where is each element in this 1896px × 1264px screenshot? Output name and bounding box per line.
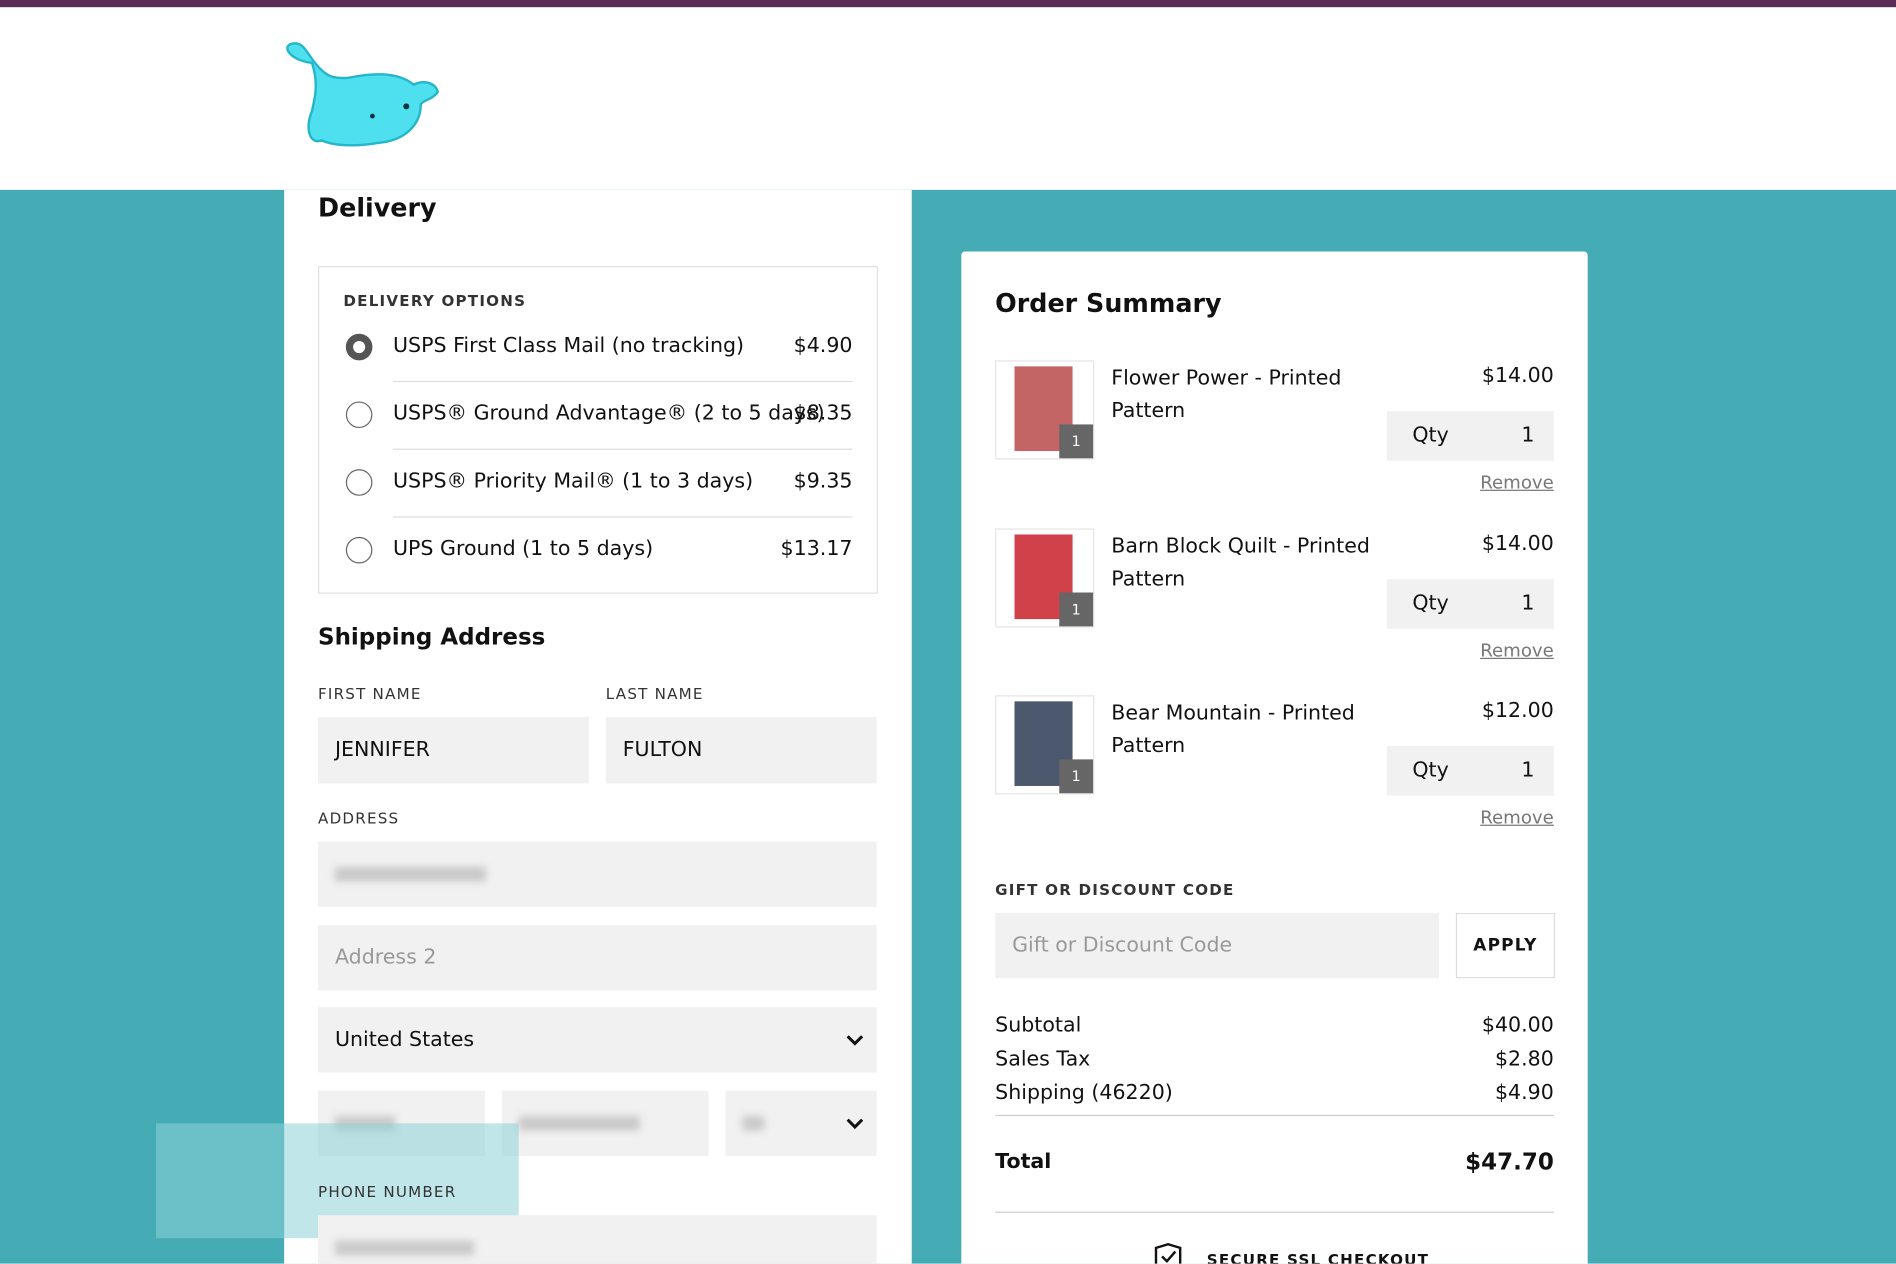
qty-value: 1 xyxy=(1521,423,1535,448)
divider xyxy=(392,448,853,450)
qty-badge: 1 xyxy=(1059,591,1094,626)
radio[interactable] xyxy=(345,333,373,361)
logo[interactable] xyxy=(278,36,447,157)
field-label: ADDRESS xyxy=(318,808,400,828)
options-box xyxy=(318,266,878,594)
item-name: Flower Power - Printed Pattern xyxy=(1111,366,1342,424)
blurred-text xyxy=(518,1116,640,1131)
blurred-text xyxy=(334,866,487,882)
divider xyxy=(392,380,853,383)
qty-box[interactable] xyxy=(1386,411,1554,461)
input-value: FULTON xyxy=(622,737,703,762)
divider xyxy=(995,1211,1554,1213)
city-input[interactable] xyxy=(501,1090,709,1156)
total-label: Total xyxy=(995,1149,1052,1175)
chevron xyxy=(846,1118,864,1130)
qty-value: 1 xyxy=(1521,758,1535,783)
apply-button[interactable]: APPLY xyxy=(1455,912,1556,979)
option-label: USPS® Priority Mail® (1 to 3 days) xyxy=(392,469,754,494)
qty-label: Qty xyxy=(1412,758,1449,783)
row-value: $40.00 xyxy=(1481,1013,1554,1038)
options-label: DELIVERY OPTIONS xyxy=(343,291,527,310)
address2-input[interactable]: Address 2 xyxy=(318,925,877,991)
row-label: Sales Tax xyxy=(995,1047,1091,1072)
qty-label: Qty xyxy=(1412,423,1449,448)
option-price: $8.35 xyxy=(793,401,853,426)
radio[interactable] xyxy=(345,536,373,564)
select-value: United States xyxy=(334,1027,475,1053)
item-price: $14.00 xyxy=(1481,531,1554,556)
state-select[interactable] xyxy=(725,1090,877,1156)
blurred-text xyxy=(742,1116,765,1131)
shield-icon xyxy=(1154,1243,1182,1264)
top-bar xyxy=(0,0,1896,8)
blurred-text xyxy=(334,1240,475,1256)
item-name: Barn Block Quilt - Printed Pattern xyxy=(1111,533,1370,591)
item-price: $14.00 xyxy=(1481,363,1554,389)
option-price: $9.35 xyxy=(793,469,853,494)
radio[interactable] xyxy=(345,469,373,496)
qty-box[interactable] xyxy=(1386,578,1554,629)
divider xyxy=(995,1114,1554,1117)
total-value: $47.70 xyxy=(1465,1148,1554,1176)
option-price: $13.17 xyxy=(780,536,853,562)
country-select[interactable]: United States xyxy=(318,1007,877,1073)
first-name-input[interactable]: JENNIFER xyxy=(318,717,589,784)
option-price: $4.90 xyxy=(793,333,853,358)
field-label: LAST NAME xyxy=(605,684,704,703)
row-value: $2.80 xyxy=(1494,1047,1554,1072)
row-value: $4.90 xyxy=(1494,1081,1554,1106)
item-price: $12.00 xyxy=(1481,698,1554,724)
row-label: Shipping (46220) xyxy=(995,1081,1173,1106)
qty-value: 1 xyxy=(1521,590,1535,615)
radio[interactable] xyxy=(345,401,373,429)
remove-link[interactable]: Remove xyxy=(1480,806,1554,829)
item-name: Bear Mountain - Printed Pattern xyxy=(1111,701,1355,759)
field-label: FIRST NAME xyxy=(318,684,422,703)
field-label: PHONE NUMBER xyxy=(318,1182,457,1201)
remove-link[interactable]: Remove xyxy=(1480,639,1554,661)
option-label: USPS® Ground Advantage® (2 to 5 days) xyxy=(392,401,825,426)
section-title: Shipping Address xyxy=(318,623,546,651)
qty-badge: 1 xyxy=(1059,424,1094,459)
placeholder: Address 2 xyxy=(334,945,437,970)
field-label: GIFT OR DISCOUNT CODE xyxy=(995,880,1235,899)
discount-input[interactable]: Gift or Discount Code xyxy=(995,912,1439,979)
divider xyxy=(392,516,853,518)
chevron xyxy=(846,1035,864,1046)
qty-label: Qty xyxy=(1412,590,1449,615)
row-label: Subtotal xyxy=(995,1013,1082,1038)
qty-badge: 1 xyxy=(1059,759,1094,794)
section-title: Delivery xyxy=(318,193,437,223)
phone-input[interactable] xyxy=(318,1215,877,1264)
address-input[interactable] xyxy=(318,841,877,907)
remove-link[interactable]: Remove xyxy=(1480,471,1554,494)
option-label: USPS First Class Mail (no tracking) xyxy=(392,333,745,358)
option-label: UPS Ground (1 to 5 days) xyxy=(392,536,654,562)
input-value: JENNIFER xyxy=(334,737,430,762)
secure-text: SECURE SSL CHECKOUT xyxy=(1206,1250,1430,1264)
qty-box[interactable] xyxy=(1386,746,1554,796)
last-name-input[interactable]: FULTON xyxy=(605,717,877,784)
section-title: Order Summary xyxy=(995,288,1222,319)
placeholder: Gift or Discount Code xyxy=(1012,933,1233,958)
